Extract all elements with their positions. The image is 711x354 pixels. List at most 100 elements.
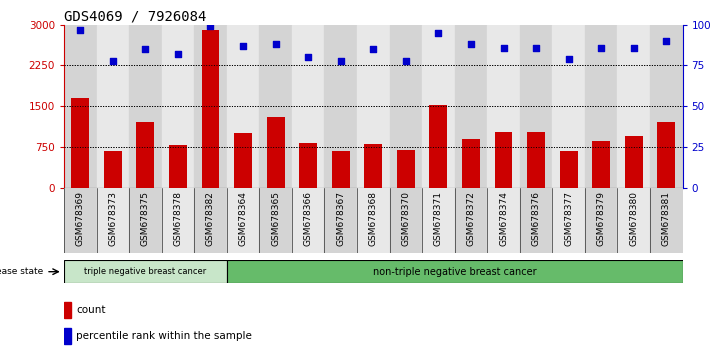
Bar [267,117,284,188]
Bar [390,188,422,253]
Bar [357,188,390,253]
Text: GSM678365: GSM678365 [271,191,280,246]
Text: count: count [76,305,106,315]
Bar [299,143,317,188]
Bar [617,25,650,188]
Bar [422,188,454,253]
Point [270,41,282,47]
Text: GSM678371: GSM678371 [434,191,443,246]
FancyBboxPatch shape [64,260,227,283]
Bar [560,151,577,188]
Point [530,45,542,50]
Bar [64,25,97,188]
Bar [194,188,227,253]
Bar [527,132,545,188]
Bar [625,136,643,188]
Bar [462,139,480,188]
Point [302,55,314,60]
Point [433,30,444,36]
Text: percentile rank within the sample: percentile rank within the sample [76,331,252,341]
Bar [625,136,643,188]
Bar [495,132,513,188]
FancyBboxPatch shape [227,260,683,283]
Point [368,46,379,52]
Bar [104,151,122,188]
Bar [299,143,317,188]
Bar [658,122,675,188]
Point [563,56,574,62]
Bar [201,30,220,188]
Text: GSM678377: GSM678377 [564,191,573,246]
Text: GDS4069 / 7926084: GDS4069 / 7926084 [64,10,206,24]
Point [498,45,509,50]
Text: GSM678366: GSM678366 [304,191,313,246]
Text: GSM678374: GSM678374 [499,191,508,246]
Bar [292,25,324,188]
Point [172,51,183,57]
Bar [227,188,260,253]
Bar [397,150,415,188]
Bar [129,188,161,253]
Bar [552,188,585,253]
Bar [292,188,324,253]
Point [237,43,249,49]
Bar [324,188,357,253]
Bar [64,302,71,318]
Bar [194,25,227,188]
Bar [332,151,350,188]
Bar [560,151,577,188]
Text: GSM678379: GSM678379 [597,191,606,246]
Point [75,27,86,33]
Bar [357,25,390,188]
Text: GSM678375: GSM678375 [141,191,150,246]
Bar [260,188,292,253]
Bar [585,188,617,253]
Bar [462,139,480,188]
Bar [97,25,129,188]
Point [107,58,119,63]
Text: GSM678367: GSM678367 [336,191,346,246]
Bar [429,104,447,188]
Bar [422,25,454,188]
Bar [520,188,552,253]
Bar [129,25,161,188]
Bar [552,25,585,188]
Bar [429,104,447,188]
Text: GSM678368: GSM678368 [369,191,378,246]
Bar [650,188,683,253]
Bar [364,144,383,188]
Bar [234,133,252,188]
Bar [397,150,415,188]
Bar [332,151,350,188]
Bar [527,132,545,188]
Bar [617,188,650,253]
Text: GSM678364: GSM678364 [239,191,247,246]
Bar [454,188,487,253]
Bar [585,25,617,188]
Point [400,58,412,63]
Bar [267,117,284,188]
Text: disease state: disease state [0,267,43,276]
Bar [64,328,71,344]
Bar [234,133,252,188]
Point [139,46,151,52]
Text: GSM678381: GSM678381 [662,191,670,246]
Text: GSM678380: GSM678380 [629,191,638,246]
Bar [161,188,194,253]
Bar [227,25,260,188]
Bar [487,25,520,188]
Bar [71,98,89,188]
Text: GSM678378: GSM678378 [173,191,183,246]
Bar [495,132,513,188]
Point [335,58,346,63]
Bar [487,188,520,253]
Bar [364,144,383,188]
Text: GSM678376: GSM678376 [532,191,540,246]
Bar [592,142,610,188]
Bar [260,25,292,188]
Bar [169,145,187,188]
Point [661,38,672,44]
Text: GSM678370: GSM678370 [401,191,410,246]
Bar [390,25,422,188]
Bar [201,30,220,188]
